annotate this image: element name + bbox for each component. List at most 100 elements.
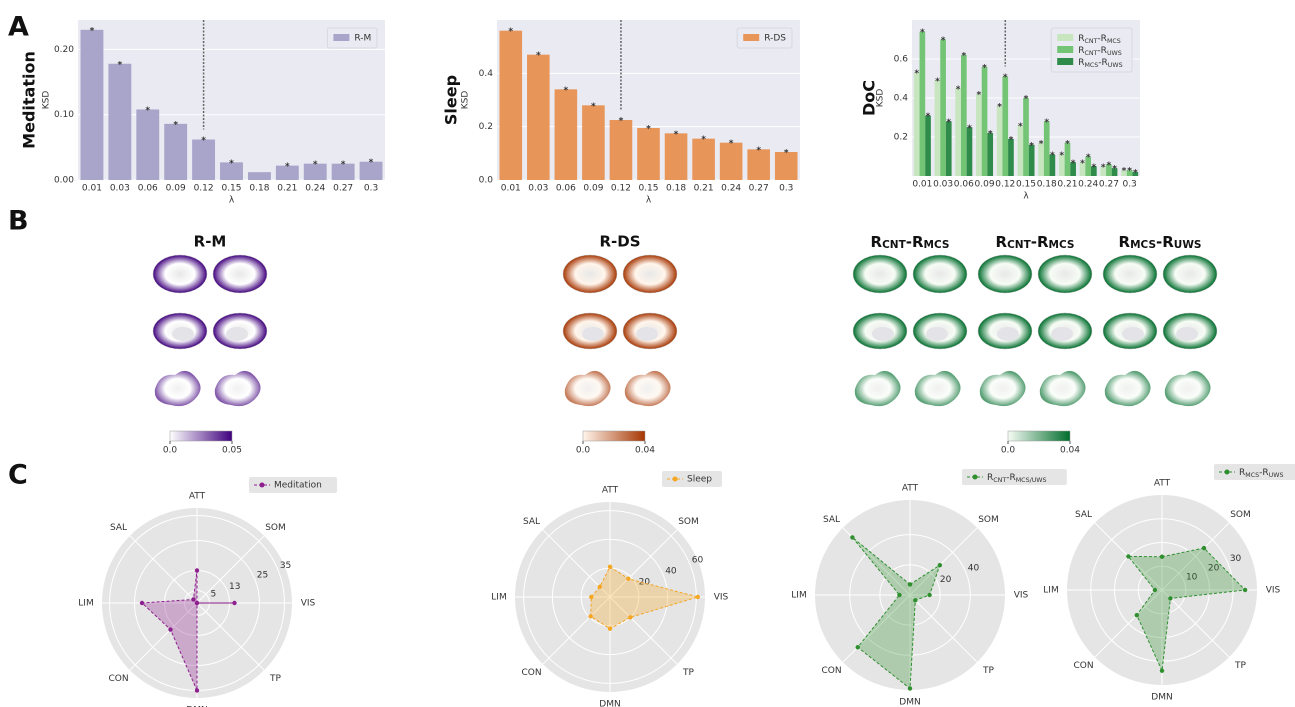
significance-mark: * xyxy=(646,125,651,135)
x-tick-label: 0.18 xyxy=(666,184,686,194)
x-tick-label: 0.09 xyxy=(583,184,603,194)
significance-mark: * xyxy=(1039,139,1044,149)
radar-point xyxy=(607,626,613,631)
significance-mark: * xyxy=(784,149,789,159)
significance-mark: * xyxy=(1009,135,1014,145)
axis-label: VIS xyxy=(1266,586,1281,596)
x-tick-label: 0.15 xyxy=(221,184,241,194)
bar xyxy=(919,31,926,177)
legend-box xyxy=(662,471,722,487)
axis-label: VIS xyxy=(1014,591,1029,601)
bar xyxy=(1132,172,1139,176)
brain-medial-wall xyxy=(926,327,948,341)
brain-medial-wall xyxy=(582,327,604,341)
brain-flat xyxy=(1104,370,1151,407)
brain-flat xyxy=(154,370,201,407)
bar xyxy=(692,138,715,180)
significance-mark: * xyxy=(997,102,1002,112)
map-title: RCNT-RMCS xyxy=(996,233,1075,252)
legend-label: R-M xyxy=(354,34,371,44)
panel-label: B xyxy=(8,206,29,237)
legend-box xyxy=(326,27,378,49)
axis-label: LIM xyxy=(491,593,506,603)
axis-label: SOM xyxy=(978,515,999,525)
brain-medial-wall xyxy=(172,327,194,341)
significance-mark: * xyxy=(926,112,931,122)
radar-point xyxy=(897,592,902,598)
r-tick-label: 25 xyxy=(257,571,268,581)
spoke xyxy=(1161,522,1230,591)
significance-mark: * xyxy=(1044,118,1049,128)
spoke xyxy=(196,535,265,604)
significance-mark: * xyxy=(941,36,946,46)
significance-mark: * xyxy=(1071,159,1076,169)
bar xyxy=(976,94,982,176)
significance-mark: * xyxy=(1112,165,1117,175)
y-tick-label: 0.2 xyxy=(479,122,493,132)
x-axis-label: λ xyxy=(229,196,235,206)
bar xyxy=(1070,162,1076,176)
legend-marker xyxy=(1224,469,1230,475)
radar-point xyxy=(1201,545,1207,551)
radar-point xyxy=(907,686,913,691)
radar-point xyxy=(1134,612,1140,618)
map-title: RCNT-RMCS xyxy=(871,233,950,252)
significance-mark: * xyxy=(508,27,513,37)
row-label: Meditation xyxy=(20,51,39,149)
significance-mark: * xyxy=(674,130,679,140)
colorbar xyxy=(169,430,233,442)
radar-area xyxy=(1127,547,1247,673)
radar-point xyxy=(588,614,593,619)
legend-label: RMCS-RUWS xyxy=(1078,58,1122,70)
x-tick-label: 0.01 xyxy=(501,184,521,194)
bar xyxy=(996,105,1003,176)
legend-swatch xyxy=(1057,34,1074,41)
axis-label: VIS xyxy=(301,599,316,609)
bar xyxy=(987,133,994,176)
axis-label: LIM xyxy=(1043,586,1058,596)
radar-point xyxy=(855,645,860,650)
significance-mark: * xyxy=(967,124,972,134)
bar xyxy=(940,39,946,176)
axis-label: TP xyxy=(1234,661,1246,671)
axis-label: SAL xyxy=(1075,510,1092,520)
bar xyxy=(960,55,967,176)
brain-medial-wall xyxy=(636,327,658,341)
x-tick-label: 0.3 xyxy=(364,184,378,194)
significance-mark: * xyxy=(935,77,940,87)
x-tick-label: 0.15 xyxy=(1016,180,1036,190)
x-tick-label: 0.06 xyxy=(138,184,158,194)
y-axis-label: KSD xyxy=(876,89,886,108)
bar xyxy=(1121,170,1127,176)
legend-swatch xyxy=(1057,58,1074,65)
radar-point xyxy=(232,600,237,606)
axis-label: CON xyxy=(108,674,128,684)
radar-point xyxy=(907,582,913,587)
axis-label: CON xyxy=(1073,661,1093,671)
axis-label: SAL xyxy=(823,515,840,525)
y-tick-label: 0.00 xyxy=(54,176,74,186)
x-tick-label: 0.01 xyxy=(912,180,932,190)
axis-label: TP xyxy=(682,668,694,678)
significance-mark: * xyxy=(982,63,987,73)
brain-medial-wall xyxy=(1122,327,1144,341)
x-tick-label: 0.06 xyxy=(556,184,576,194)
x-tick-label: 0.21 xyxy=(694,184,714,194)
legend-label: RCNT-RMCS/UWS xyxy=(987,473,1047,485)
legend-label: Meditation xyxy=(274,481,322,491)
bar xyxy=(582,105,605,180)
spoke xyxy=(542,596,611,665)
r-tick-label: 20 xyxy=(1208,563,1220,573)
radar-point xyxy=(626,576,631,581)
significance-mark: * xyxy=(1133,169,1138,179)
x-tick-label: 0.18 xyxy=(249,184,269,194)
bar xyxy=(966,127,973,176)
radar-point xyxy=(194,688,200,693)
bar xyxy=(1085,156,1092,176)
colorbar-label: 0.04 xyxy=(1060,446,1080,456)
bar xyxy=(913,72,920,176)
significance-mark: * xyxy=(946,118,951,128)
bar xyxy=(275,165,299,180)
r-tick-label: 40 xyxy=(665,566,677,576)
r-tick-label: 60 xyxy=(692,555,704,565)
